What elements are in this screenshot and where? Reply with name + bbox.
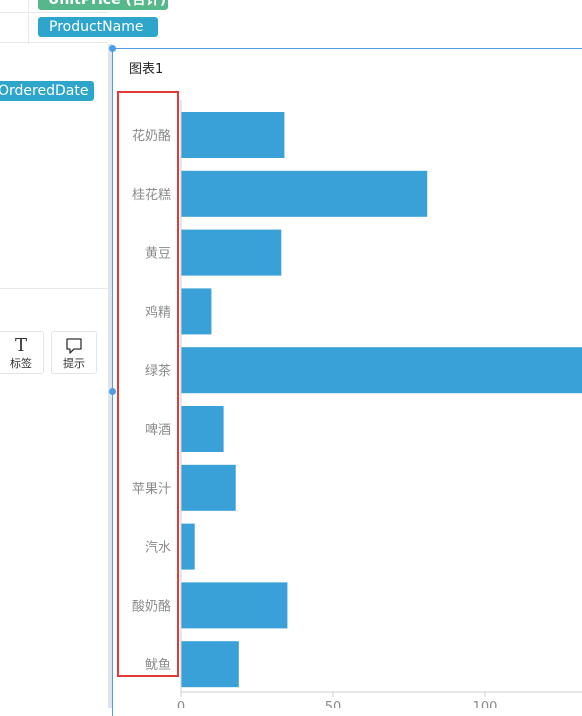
category-axis-highlight [117,91,179,677]
bar-9[interactable] [181,641,239,688]
bar-1[interactable] [181,170,428,217]
bar-7[interactable] [181,523,195,570]
divider [0,42,108,43]
field-pill-unitprice[interactable]: UnitPrice (合计) [38,0,168,10]
category-label: 绿茶 [145,363,171,379]
divider [28,0,29,44]
chart-title: 图表1 [129,62,164,77]
category-label: 鸡精 [145,304,171,320]
field-pill-productname[interactable]: ProductName [38,17,158,37]
divider [0,12,108,13]
bar-5[interactable] [181,406,224,452]
x-tick-label: 100 [473,700,498,708]
x-tick-label: 0 [177,700,185,708]
bar-2[interactable] [181,229,282,276]
x-tick-label: 50 [325,700,342,708]
label-tool-button[interactable]: T 标签 [0,331,44,374]
category-label: 鱿鱼 [145,657,171,673]
category-label: 汽水 [145,541,171,556]
category-label: 酸奶酪 [132,598,171,614]
bar-0[interactable] [181,112,285,158]
tooltip-tool-label: 提示 [63,357,85,370]
category-label: 花奶酪 [132,128,171,144]
bar-4[interactable] [181,347,582,394]
bar-6[interactable] [181,464,236,511]
bar-3[interactable] [181,288,212,335]
category-label: 苹果汁 [132,482,171,497]
panel-splitter[interactable] [108,44,112,708]
resize-handle-top-left[interactable] [109,45,116,52]
category-label: 啤酒 [145,423,171,438]
field-panel: UnitPrice (合计) ProductName OrderedDate T… [0,0,168,708]
text-T-icon: T [14,335,27,356]
speech-bubble-icon [52,335,96,357]
category-label: 桂花糕 [132,187,171,203]
bar-8[interactable] [181,582,288,629]
resize-handle-left[interactable] [109,388,116,395]
tooltip-tool-button[interactable]: 提示 [51,331,97,374]
label-tool-label: 标签 [10,357,32,370]
field-pill-ordereddate[interactable]: OrderedDate [0,81,94,101]
category-label: 黄豆 [145,247,171,262]
divider [0,288,108,289]
